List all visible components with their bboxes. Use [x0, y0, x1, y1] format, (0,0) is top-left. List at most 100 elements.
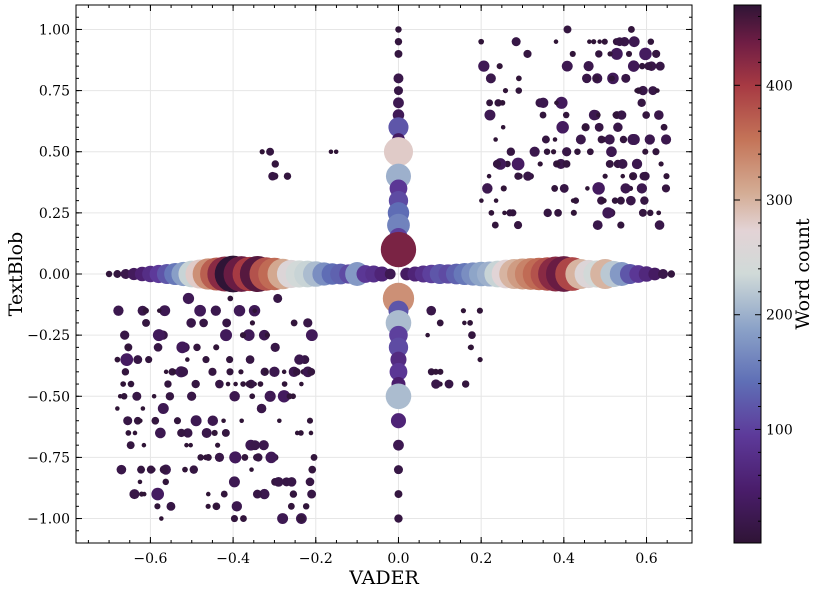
- data-point: [113, 305, 124, 316]
- data-point: [502, 210, 507, 216]
- data-point: [151, 416, 160, 425]
- data-point: [162, 478, 170, 486]
- data-point: [562, 147, 572, 157]
- data-point: [133, 355, 143, 365]
- data-point: [264, 332, 271, 338]
- data-point: [602, 207, 614, 219]
- y-axis-ticks: −1.00 −0.75 −0.50 −0.25 0.00 0.25 0.50 0.75 1.00: [27, 16, 692, 532]
- data-point: [156, 308, 162, 313]
- data-point: [484, 109, 496, 121]
- data-point: [601, 198, 607, 204]
- data-point: [639, 171, 648, 181]
- y-tick-label: 0.00: [39, 267, 70, 283]
- data-point: [436, 319, 444, 327]
- data-point: [140, 406, 146, 411]
- data-point: [388, 337, 409, 358]
- data-point: [166, 501, 176, 511]
- data-point: [496, 63, 503, 70]
- data-point: [263, 369, 269, 375]
- data-point: [215, 379, 224, 389]
- data-point: [228, 476, 240, 488]
- data-point: [308, 430, 314, 436]
- data-point: [155, 427, 166, 439]
- data-point: [115, 406, 120, 411]
- data-point: [506, 147, 516, 156]
- data-point: [647, 38, 655, 45]
- data-point: [538, 97, 549, 108]
- data-point: [302, 503, 310, 510]
- data-point: [308, 465, 317, 474]
- data-point: [601, 38, 608, 45]
- data-point: [513, 221, 523, 230]
- data-point: [199, 318, 208, 328]
- colorbar-ticks: 100 200 300 400: [734, 15, 793, 522]
- data-point: [182, 292, 195, 305]
- data-point: [592, 182, 605, 195]
- data-point: [570, 198, 576, 203]
- data-point: [394, 37, 403, 46]
- data-point: [516, 75, 522, 82]
- data-point: [120, 269, 131, 279]
- data-point: [120, 393, 128, 400]
- data-point: [138, 418, 143, 424]
- data-point: [644, 62, 653, 71]
- data-point: [211, 429, 218, 437]
- data-point: [269, 366, 280, 377]
- data-point: [120, 330, 130, 340]
- data-point: [583, 61, 594, 72]
- data-point: [660, 123, 668, 131]
- data-point: [523, 171, 533, 181]
- data-point: [432, 368, 439, 375]
- data-point: [328, 149, 334, 155]
- data-point: [394, 514, 403, 523]
- data-point: [264, 390, 276, 402]
- data-point: [652, 148, 660, 156]
- data-point: [182, 466, 188, 473]
- data-point: [562, 111, 570, 119]
- data-point: [629, 173, 635, 179]
- data-point: [183, 428, 193, 438]
- data-point: [478, 60, 490, 72]
- data-point: [663, 173, 670, 180]
- data-point: [626, 195, 636, 206]
- data-point: [529, 146, 540, 157]
- data-point: [177, 428, 186, 438]
- x-axis-ticks: −0.6 −0.4 −0.2 0.0 0.2 0.4 0.6: [87, 5, 668, 567]
- data-point: [178, 366, 189, 377]
- data-point: [555, 161, 561, 167]
- data-point: [500, 185, 507, 192]
- y-tick-label: −0.50: [27, 389, 70, 405]
- data-point: [145, 356, 153, 364]
- data-point: [620, 173, 626, 179]
- data-point: [240, 515, 247, 522]
- data-point: [226, 368, 234, 376]
- data-points: [105, 25, 676, 525]
- data-point: [394, 49, 403, 58]
- data-point: [638, 208, 647, 217]
- data-point: [478, 38, 485, 45]
- data-point: [249, 467, 254, 472]
- data-point: [541, 135, 550, 144]
- y-tick-label: −1.00: [27, 512, 70, 528]
- data-point: [154, 503, 161, 510]
- data-point: [493, 198, 499, 203]
- data-point: [638, 62, 646, 70]
- data-point: [575, 134, 586, 145]
- data-point: [189, 465, 198, 474]
- data-point: [153, 343, 163, 352]
- data-point: [511, 157, 525, 171]
- data-point: [287, 502, 295, 510]
- data-point: [273, 477, 283, 487]
- data-point: [595, 50, 603, 58]
- data-point: [124, 344, 131, 350]
- x-tick-label: 0.2: [470, 551, 492, 567]
- data-point: [437, 368, 444, 375]
- data-point: [581, 124, 588, 131]
- data-point: [185, 357, 190, 362]
- data-point: [394, 490, 403, 499]
- data-point: [307, 489, 317, 499]
- data-point: [283, 172, 292, 180]
- data-point: [214, 452, 225, 463]
- data-point: [305, 477, 315, 487]
- data-point: [476, 307, 483, 314]
